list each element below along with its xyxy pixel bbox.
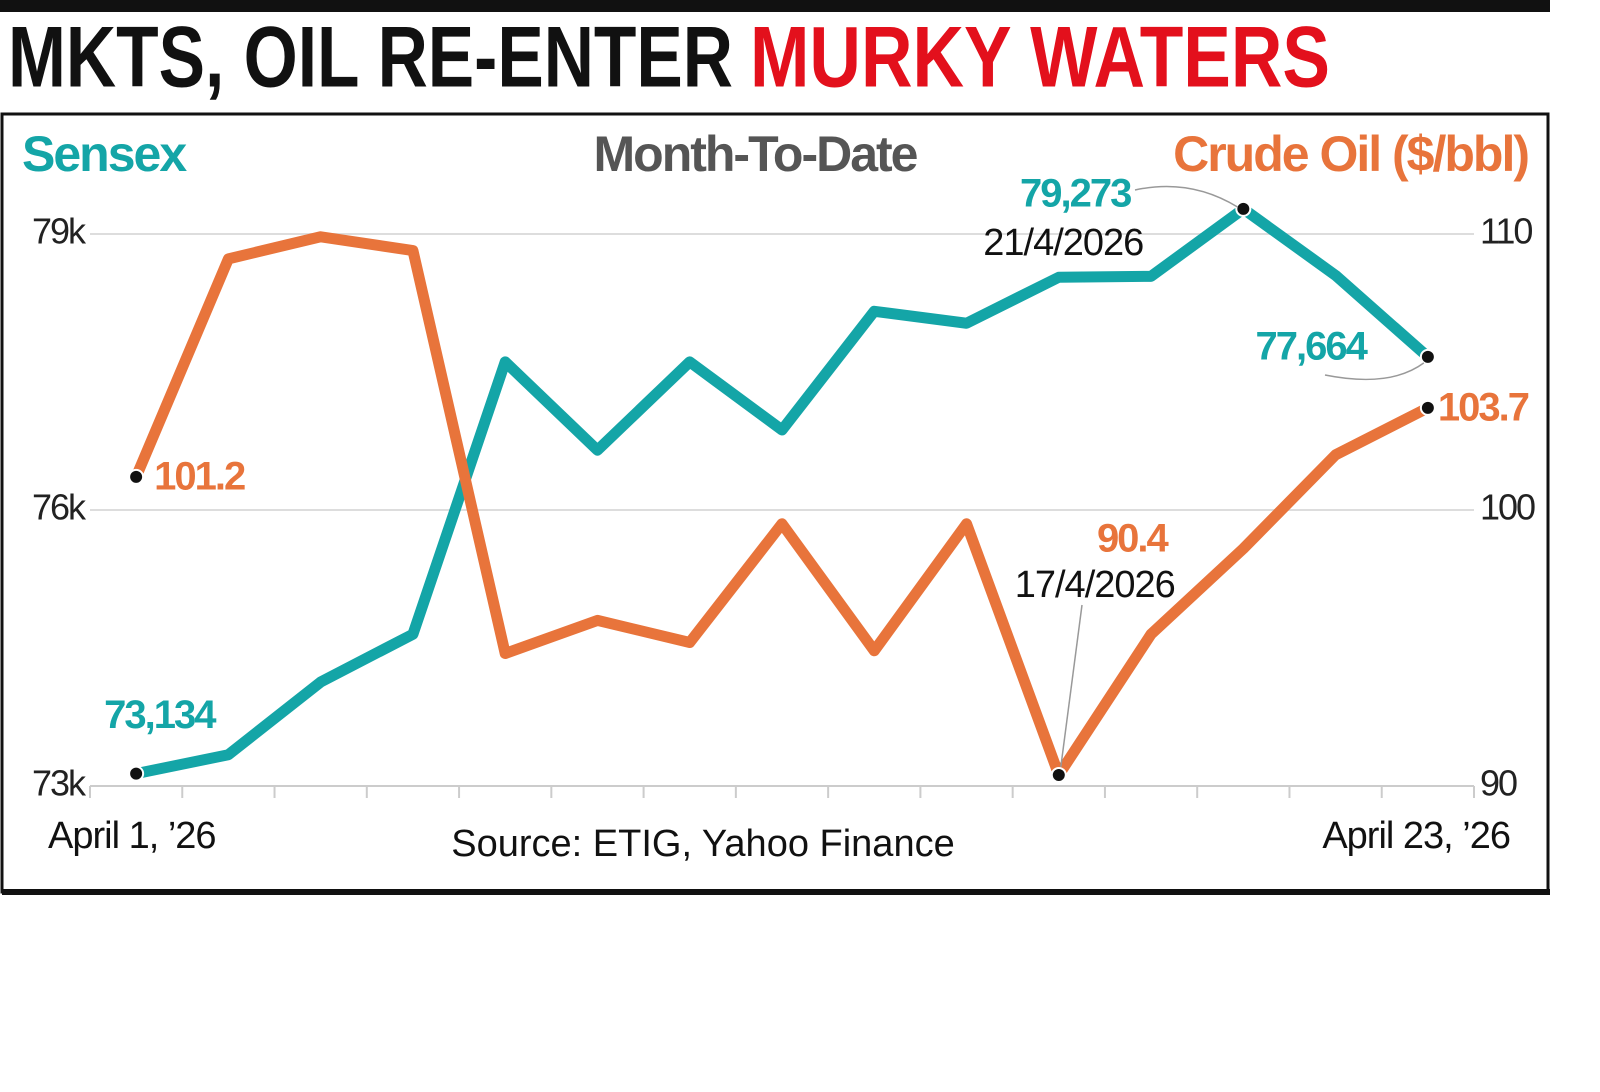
x-tick-label: April 1, ’26 (48, 815, 216, 857)
point-marker (1050, 766, 1067, 783)
value-label: 101.2 (154, 454, 245, 498)
leader-line (1324, 362, 1425, 381)
point-marker (1419, 348, 1436, 365)
value-label: 90.4 (1097, 517, 1170, 561)
point-marker (128, 765, 145, 782)
top-rule (0, 0, 1550, 12)
leader-line (1134, 185, 1238, 208)
annotation: 21/4/2026 (983, 222, 1143, 264)
value-label: 79,273 (1020, 171, 1131, 215)
y-tick-label: 76k (32, 487, 87, 528)
value-label: 73,134 (104, 693, 217, 737)
y2-tick-label: 110 (1480, 211, 1532, 252)
y-tick-label: 73k (32, 763, 87, 804)
point-marker (128, 468, 145, 485)
annotation: 17/4/2026 (1015, 564, 1175, 606)
value-label: 77,664 (1256, 324, 1369, 368)
frame (0, 112, 1550, 894)
value-label: 103.7 (1438, 385, 1529, 429)
source: Source: ETIG, Yahoo Finance (451, 823, 954, 865)
chart-title: MURKY WATERS (750, 10, 1330, 106)
y2-tick-label: 90 (1480, 763, 1517, 804)
line-series (131, 231, 1431, 781)
y2-tick-label: 100 (1480, 487, 1535, 528)
legend-entry: Crude Oil ($/bbl) (1173, 126, 1528, 182)
chart-title: MKTS, OIL RE-ENTER (8, 10, 733, 106)
leader-line (1060, 604, 1083, 768)
x-tick-label: April 23, ’26 (1322, 815, 1510, 857)
point-marker (1235, 200, 1252, 217)
line-series (135, 203, 1432, 780)
point-marker (1419, 399, 1436, 416)
y-tick-label: 79k (32, 211, 87, 252)
subtitle: Month-To-Date (594, 126, 918, 182)
legend-entry: Sensex (22, 126, 187, 182)
